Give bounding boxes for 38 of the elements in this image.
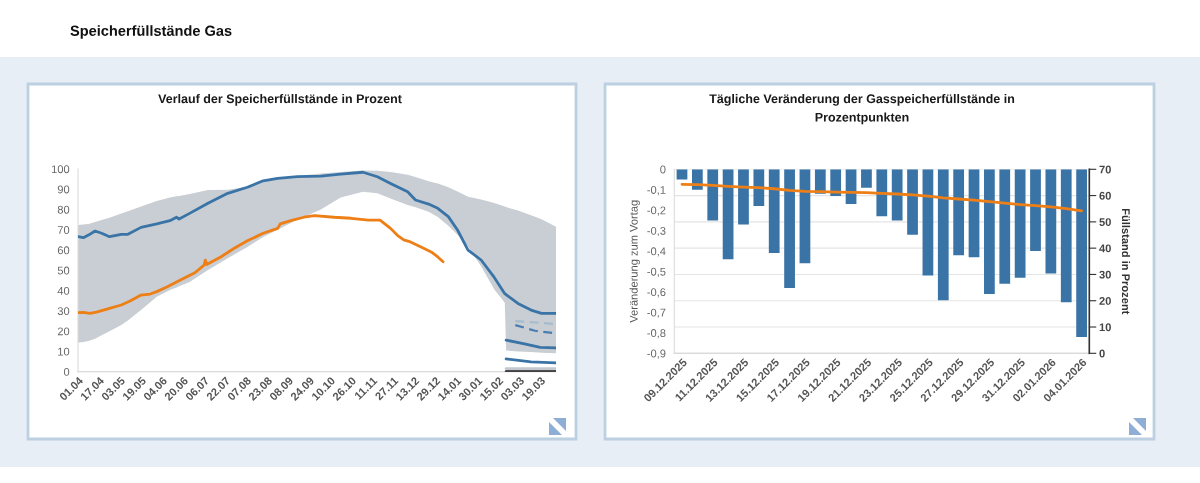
y-tick-label: -0,8 — [647, 329, 666, 339]
y-axis-title: Veränderung zum Vortag — [629, 200, 640, 323]
y-tick-label: 0 — [660, 165, 666, 174]
y-tick-label: 100 — [51, 165, 70, 174]
y2-tick-label: 70 — [1099, 165, 1111, 174]
y-tick-label: 40 — [57, 286, 70, 295]
y-tick-label: 50 — [57, 266, 70, 275]
y-tick-label: 70 — [57, 226, 70, 234]
line-series — [78, 170, 556, 315]
y-tick-label: 0 — [63, 367, 70, 376]
y-tick-label: 30 — [57, 307, 70, 316]
y2-tick-label: 0 — [1099, 349, 1105, 358]
y-tick-label: -0,6 — [647, 288, 666, 298]
y-tick-label: -0,9 — [647, 349, 666, 359]
line-series — [78, 214, 445, 315]
y2-axis-title: Füllstand in Prozent — [1121, 208, 1131, 315]
y2-tick-label: 50 — [1099, 218, 1111, 227]
y-tick-label: -0,4 — [647, 247, 666, 257]
chart-title: Tägliche Veränderung der Gasspeicherfüllstände in Prozentpunkten — [709, 94, 1015, 125]
y-tick-label: 60 — [57, 246, 70, 255]
y-tick-label: -0,3 — [647, 226, 666, 237]
y-tick-label: -0,2 — [647, 206, 666, 216]
y-tick-label: -0,5 — [647, 267, 666, 277]
y-tick-label: -0,1 — [647, 186, 666, 196]
line-series — [680, 182, 1083, 213]
y-tick-label: 20 — [57, 327, 70, 336]
y-tick-label: 80 — [57, 205, 70, 214]
y2-tick-label: 40 — [1099, 244, 1111, 253]
y-tick-label: 10 — [58, 347, 70, 356]
y-tick-label: -0,7 — [647, 308, 666, 318]
y-tick-label: 90 — [57, 185, 70, 194]
y2-tick-label: 20 — [1099, 297, 1111, 305]
y2-tick-label: 30 — [1099, 270, 1111, 279]
line-series — [504, 338, 556, 350]
chart-title: Verlauf der Speicherfüllstände in Prozent — [158, 94, 402, 106]
text: Speicherfüllstände Gas — [70, 25, 232, 39]
y2-tick-label: 60 — [1099, 191, 1111, 200]
y2-tick-label: 10 — [1099, 323, 1111, 332]
